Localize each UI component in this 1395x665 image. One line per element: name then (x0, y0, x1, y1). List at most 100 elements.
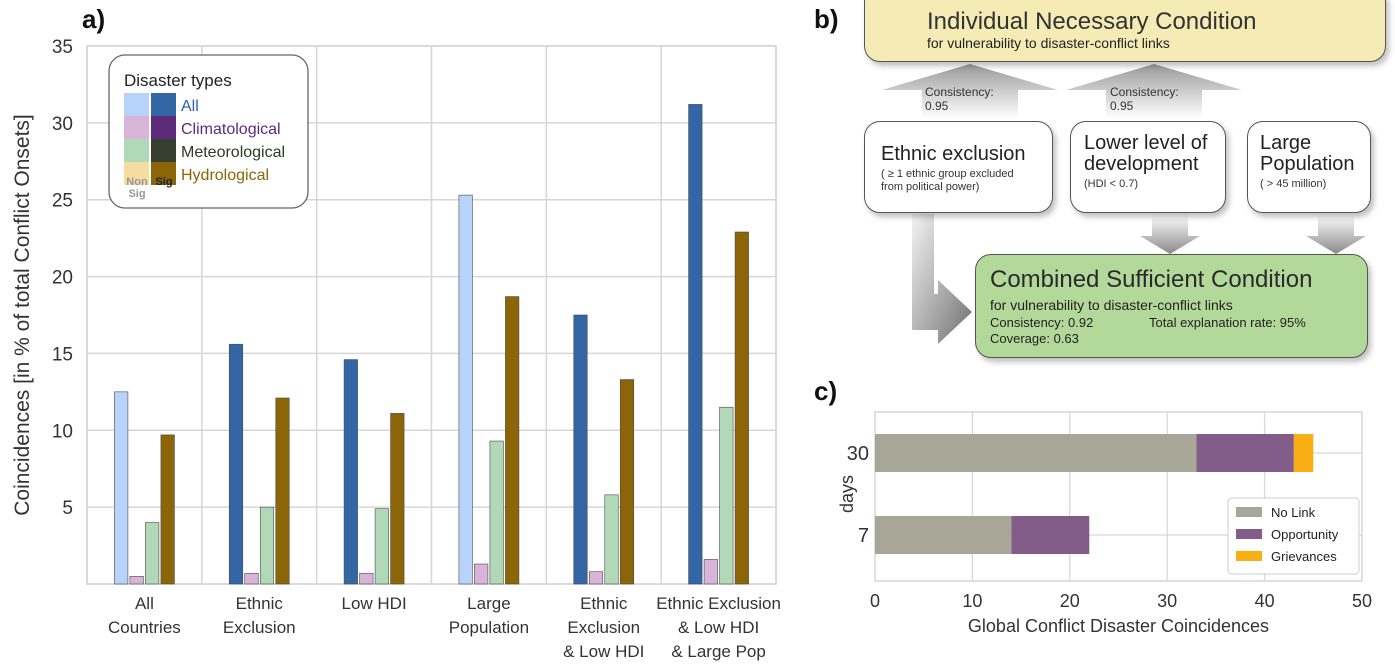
x-tick-label: Ethnic (580, 594, 628, 613)
x-tick-label-c: 30 (1157, 591, 1177, 611)
arrow-bend-ethnic (912, 214, 972, 344)
legend-title: Disaster types (124, 71, 232, 90)
development-box: Lower level of development (HDI < 0.7) (1070, 121, 1226, 213)
bar-hydrological-2 (390, 413, 405, 585)
bar-meteorological-2 (374, 508, 389, 585)
bar-opportunity-30 (1196, 434, 1294, 472)
bar-opportunity-7 (1011, 516, 1090, 554)
development-note: (HDI < 0.7) (1084, 178, 1139, 190)
x-tick-label: Ethnic Exclusion (656, 594, 781, 613)
consistency-label-2: Consistency: 0.95 (1110, 85, 1179, 113)
legend-entry-climatological: Climatological (181, 121, 281, 138)
legend-swatch-c (1236, 507, 1262, 517)
legend-swatch-sig (151, 93, 176, 116)
x-tick-label: Low HDI (341, 594, 406, 613)
y-tick-label: 10 (52, 421, 73, 442)
bar-meteorological-0 (145, 522, 160, 585)
bar-meteorological-5 (719, 406, 734, 585)
population-box: Large Population ( > 45 million) (1247, 121, 1371, 213)
bar-climatological-4 (588, 571, 604, 585)
legend-sig-label: Sig (155, 176, 172, 188)
x-tick-label-c: 50 (1352, 591, 1372, 611)
legend-nonsig-label-1: Non (126, 176, 148, 188)
bar-climatological-0 (129, 576, 144, 585)
consistency-label-1: Consistency: 0.95 (925, 85, 994, 113)
y-tick-label: 5 (62, 498, 73, 519)
x-tick-label: Population (449, 618, 529, 637)
x-tick-label: & Low HDI (563, 642, 644, 661)
legend-swatch-c (1236, 551, 1262, 561)
bar-climatological-3 (474, 563, 489, 585)
ethnic-exclusion-note: ( ≥ 1 ethnic group excluded from politica… (881, 168, 1014, 193)
legend-entry-meteorological: Meteorological (181, 144, 285, 161)
x-tick-label: Exclusion (567, 618, 640, 637)
x-tick-label: Ethnic (236, 594, 284, 613)
panel-a-letter: a) (82, 4, 106, 34)
legend-nonsig-label-2: Sig (128, 188, 145, 200)
population-title: Large Population (1260, 132, 1355, 175)
x-tick-label: & Large Pop (671, 642, 766, 661)
combined-subtitle: for vulnerability to disaster-conflict l… (990, 297, 1233, 313)
x-tick-label: All (135, 594, 154, 613)
bar-meteorological-4 (604, 494, 619, 585)
x-tick-label-c: 10 (962, 591, 982, 611)
panel-c-letter: c) (814, 376, 838, 406)
bar-hydrological-1 (275, 397, 290, 585)
legend-entry-c: Grievances (1271, 549, 1337, 564)
x-tick-label-c: 40 (1255, 591, 1275, 611)
panel-b-letter: b) (814, 4, 839, 34)
combined-condition-box: Combined Sufficient Condition for vulner… (975, 254, 1368, 358)
x-axis-label-c: Global Conflict Disaster Coincidences (968, 616, 1269, 636)
legend-swatch-nonsig (124, 139, 149, 162)
bar-all-2 (343, 359, 358, 585)
y-tick-label-c: 30 (847, 443, 869, 465)
y-axis-label: Coincidences [in % of total Conflict Ons… (11, 114, 34, 516)
bar-meteorological-1 (259, 506, 275, 585)
combined-consistency: Consistency: 0.92 (990, 315, 1094, 330)
x-tick-label: & Low HDI (678, 618, 759, 637)
legend-swatch-sig (151, 139, 176, 162)
bar-climatological-1 (244, 572, 259, 585)
y-tick-label: 20 (52, 268, 73, 289)
y-tick-label: 15 (52, 344, 73, 365)
combined-title: Combined Sufficient Condition (990, 266, 1313, 293)
bar-climatological-5 (703, 559, 718, 585)
bar-grievances-30 (1293, 434, 1314, 472)
bar-all-5 (688, 104, 703, 585)
ethnic-exclusion-title: Ethnic exclusion (881, 143, 1026, 165)
x-tick-label: Exclusion (223, 618, 296, 637)
y-tick-label: 30 (52, 114, 73, 135)
y-axis-label-c: days (837, 475, 857, 513)
legend-swatch-c (1236, 529, 1262, 539)
bar-climatological-2 (359, 572, 374, 585)
bar-meteorological-3 (489, 440, 504, 585)
legend-swatch-nonsig (124, 116, 149, 139)
x-tick-label: Large (467, 594, 510, 613)
bar-no-link-7 (875, 516, 1012, 554)
bar-all-3 (458, 194, 473, 585)
bar-no-link-30 (875, 434, 1197, 472)
combined-explanation: Total explanation rate: 95% (1149, 315, 1306, 330)
legend-entry-c: Opportunity (1271, 527, 1339, 542)
x-tick-label-c: 20 (1060, 591, 1080, 611)
combined-coverage: Coverage: 0.63 (990, 331, 1079, 346)
bar-all-1 (228, 343, 244, 585)
legend-entry-hydrological: Hydrological (181, 167, 269, 184)
legend-entry-all: All (181, 98, 199, 115)
necessary-subtitle: for vulnerability to disaster-conflict l… (927, 35, 1170, 51)
legend-swatch-sig (151, 162, 176, 185)
development-title: Lower level of development (1084, 132, 1208, 175)
y-tick-label-c: 7 (858, 525, 869, 547)
legend-swatch-nonsig (124, 93, 149, 116)
bar-hydrological-3 (505, 296, 520, 585)
ethnic-exclusion-box: Ethnic exclusion ( ≥ 1 ethnic group excl… (864, 121, 1053, 213)
necessary-condition-box: Individual Necessary Condition for vulne… (864, 0, 1386, 62)
arrow-down-pop (1306, 214, 1366, 254)
y-tick-label: 35 (52, 37, 73, 58)
necessary-title: Individual Necessary Condition (927, 8, 1257, 35)
bar-all-0 (114, 391, 129, 585)
legend-swatch-nonsig (124, 162, 149, 185)
panel-a-chart: 5 10 15 20 25 30 35 All Countries Ethnic Exclusion… (11, 37, 781, 661)
legend-swatch-sig (151, 116, 176, 139)
